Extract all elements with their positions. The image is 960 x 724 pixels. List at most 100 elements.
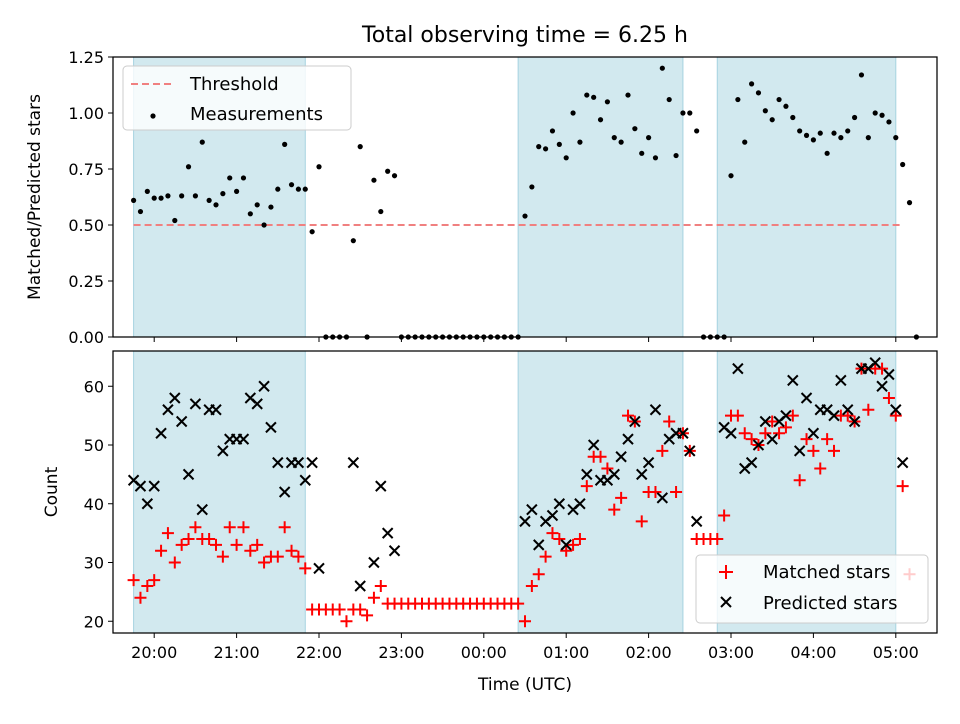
predicted-star-point (217, 445, 229, 457)
measurement-point (797, 128, 803, 134)
measurement-point (618, 139, 624, 145)
measurement-point (357, 144, 363, 150)
measurement-point (185, 164, 192, 170)
matched-star-point (793, 474, 806, 487)
measurement-point (391, 173, 398, 179)
bottom-x-tick-label: 05:00 (873, 643, 919, 662)
measurement-point (192, 193, 198, 199)
matched-star-point (766, 415, 779, 428)
bottom-panel: 20 30 40 50 60 20:00 21:00 22:00 23:00 00:00 01:00… (42, 350, 938, 695)
predicted-star-point (533, 539, 545, 551)
predicted-star-point (725, 427, 737, 439)
predicted-star-point (642, 456, 655, 469)
top-legend: Threshold Measurements (122, 65, 352, 131)
matched-star-point (223, 521, 236, 534)
matched-star-point (519, 615, 531, 628)
measurement-point (625, 92, 631, 98)
legend-predicted-label: Predicted stars (763, 593, 897, 614)
bottom-y-axis-label: Count (42, 466, 62, 517)
measurement-point (350, 238, 356, 244)
matched-star-point (216, 550, 229, 563)
predicted-star-point (745, 456, 758, 469)
predicted-star-point (848, 415, 861, 428)
matched-star-point (553, 533, 566, 545)
legend-matched-swatch (719, 565, 733, 579)
measurement-point (282, 141, 288, 147)
matched-star-point (882, 392, 895, 404)
predicted-star-point (189, 398, 202, 410)
predicted-star-point (636, 468, 648, 481)
predicted-star-point (347, 456, 360, 469)
measurement-point (879, 112, 885, 118)
matched-star-point (663, 415, 676, 428)
matched-star-point (670, 486, 683, 498)
measurement-point (652, 155, 659, 161)
measurement-point (131, 197, 137, 203)
matched-star-point (285, 544, 298, 557)
predicted-star-point (890, 404, 902, 416)
matched-star-point (210, 538, 222, 551)
predicted-star-point (354, 580, 366, 592)
measurement-point (199, 139, 205, 145)
predicted-star-point (546, 509, 559, 522)
bottom-y-tick-label: 60 (84, 377, 104, 396)
predicted-star-point (381, 527, 394, 539)
matched-star-point (786, 409, 799, 422)
measurement-point (158, 195, 164, 201)
predicted-star-point (526, 503, 538, 516)
measurement-point (378, 208, 384, 215)
measurement-point (295, 186, 301, 192)
matched-star-point (841, 409, 854, 422)
matched-star-point (333, 603, 346, 616)
measurement-point (858, 72, 865, 78)
measurement-point (309, 229, 315, 235)
predicted-star-point (677, 427, 689, 439)
measurement-point (144, 188, 150, 194)
measurement-point (549, 128, 556, 134)
predicted-star-point (787, 374, 799, 387)
shaded-interval (517, 56, 684, 338)
bottom-x-tick-label: 21:00 (214, 643, 260, 662)
predicted-star-point (684, 445, 696, 457)
predicted-star-point (629, 415, 641, 428)
predicted-star-point (210, 404, 222, 416)
predicted-star-point (835, 374, 847, 387)
predicted-star-point (272, 456, 284, 469)
predicted-star-point (622, 433, 634, 445)
measurement-point (543, 146, 549, 152)
measurement-point (790, 114, 796, 121)
measurement-point (570, 110, 576, 116)
measurement-point (687, 110, 693, 116)
matched-star-point (251, 538, 264, 551)
matched-star-point (230, 538, 243, 551)
predicted-star-point (649, 404, 662, 416)
matched-star-point (731, 409, 744, 422)
bottom-x-tick-label: 23:00 (378, 643, 424, 662)
measurement-point (179, 193, 185, 199)
predicted-star-point (299, 474, 311, 486)
matched-star-point (876, 362, 889, 375)
predicted-star-point (608, 468, 620, 481)
measurement-point (659, 65, 665, 71)
measurement-point (673, 152, 679, 159)
matched-star-point (127, 574, 140, 587)
matched-star-point (271, 550, 284, 563)
measurement-point (529, 184, 535, 190)
top-legend-box (122, 65, 352, 131)
matched-star-point (203, 533, 216, 545)
legend-predicted-swatch (720, 596, 732, 608)
matched-star-point (361, 609, 374, 622)
top-y-tick-label: 0.00 (68, 328, 104, 347)
predicted-star-point (587, 439, 600, 451)
measurement-point (556, 141, 562, 147)
measurement-point (577, 139, 583, 145)
predicted-star-point (615, 451, 627, 463)
matched-star-point (168, 556, 181, 569)
matched-star-point (594, 450, 607, 463)
measurement-point (872, 110, 878, 116)
matched-star-point (299, 562, 312, 575)
matched-star-point (779, 421, 792, 434)
matched-star-point (573, 533, 586, 545)
matched-star-point (649, 486, 662, 498)
matched-star-point (601, 462, 614, 475)
